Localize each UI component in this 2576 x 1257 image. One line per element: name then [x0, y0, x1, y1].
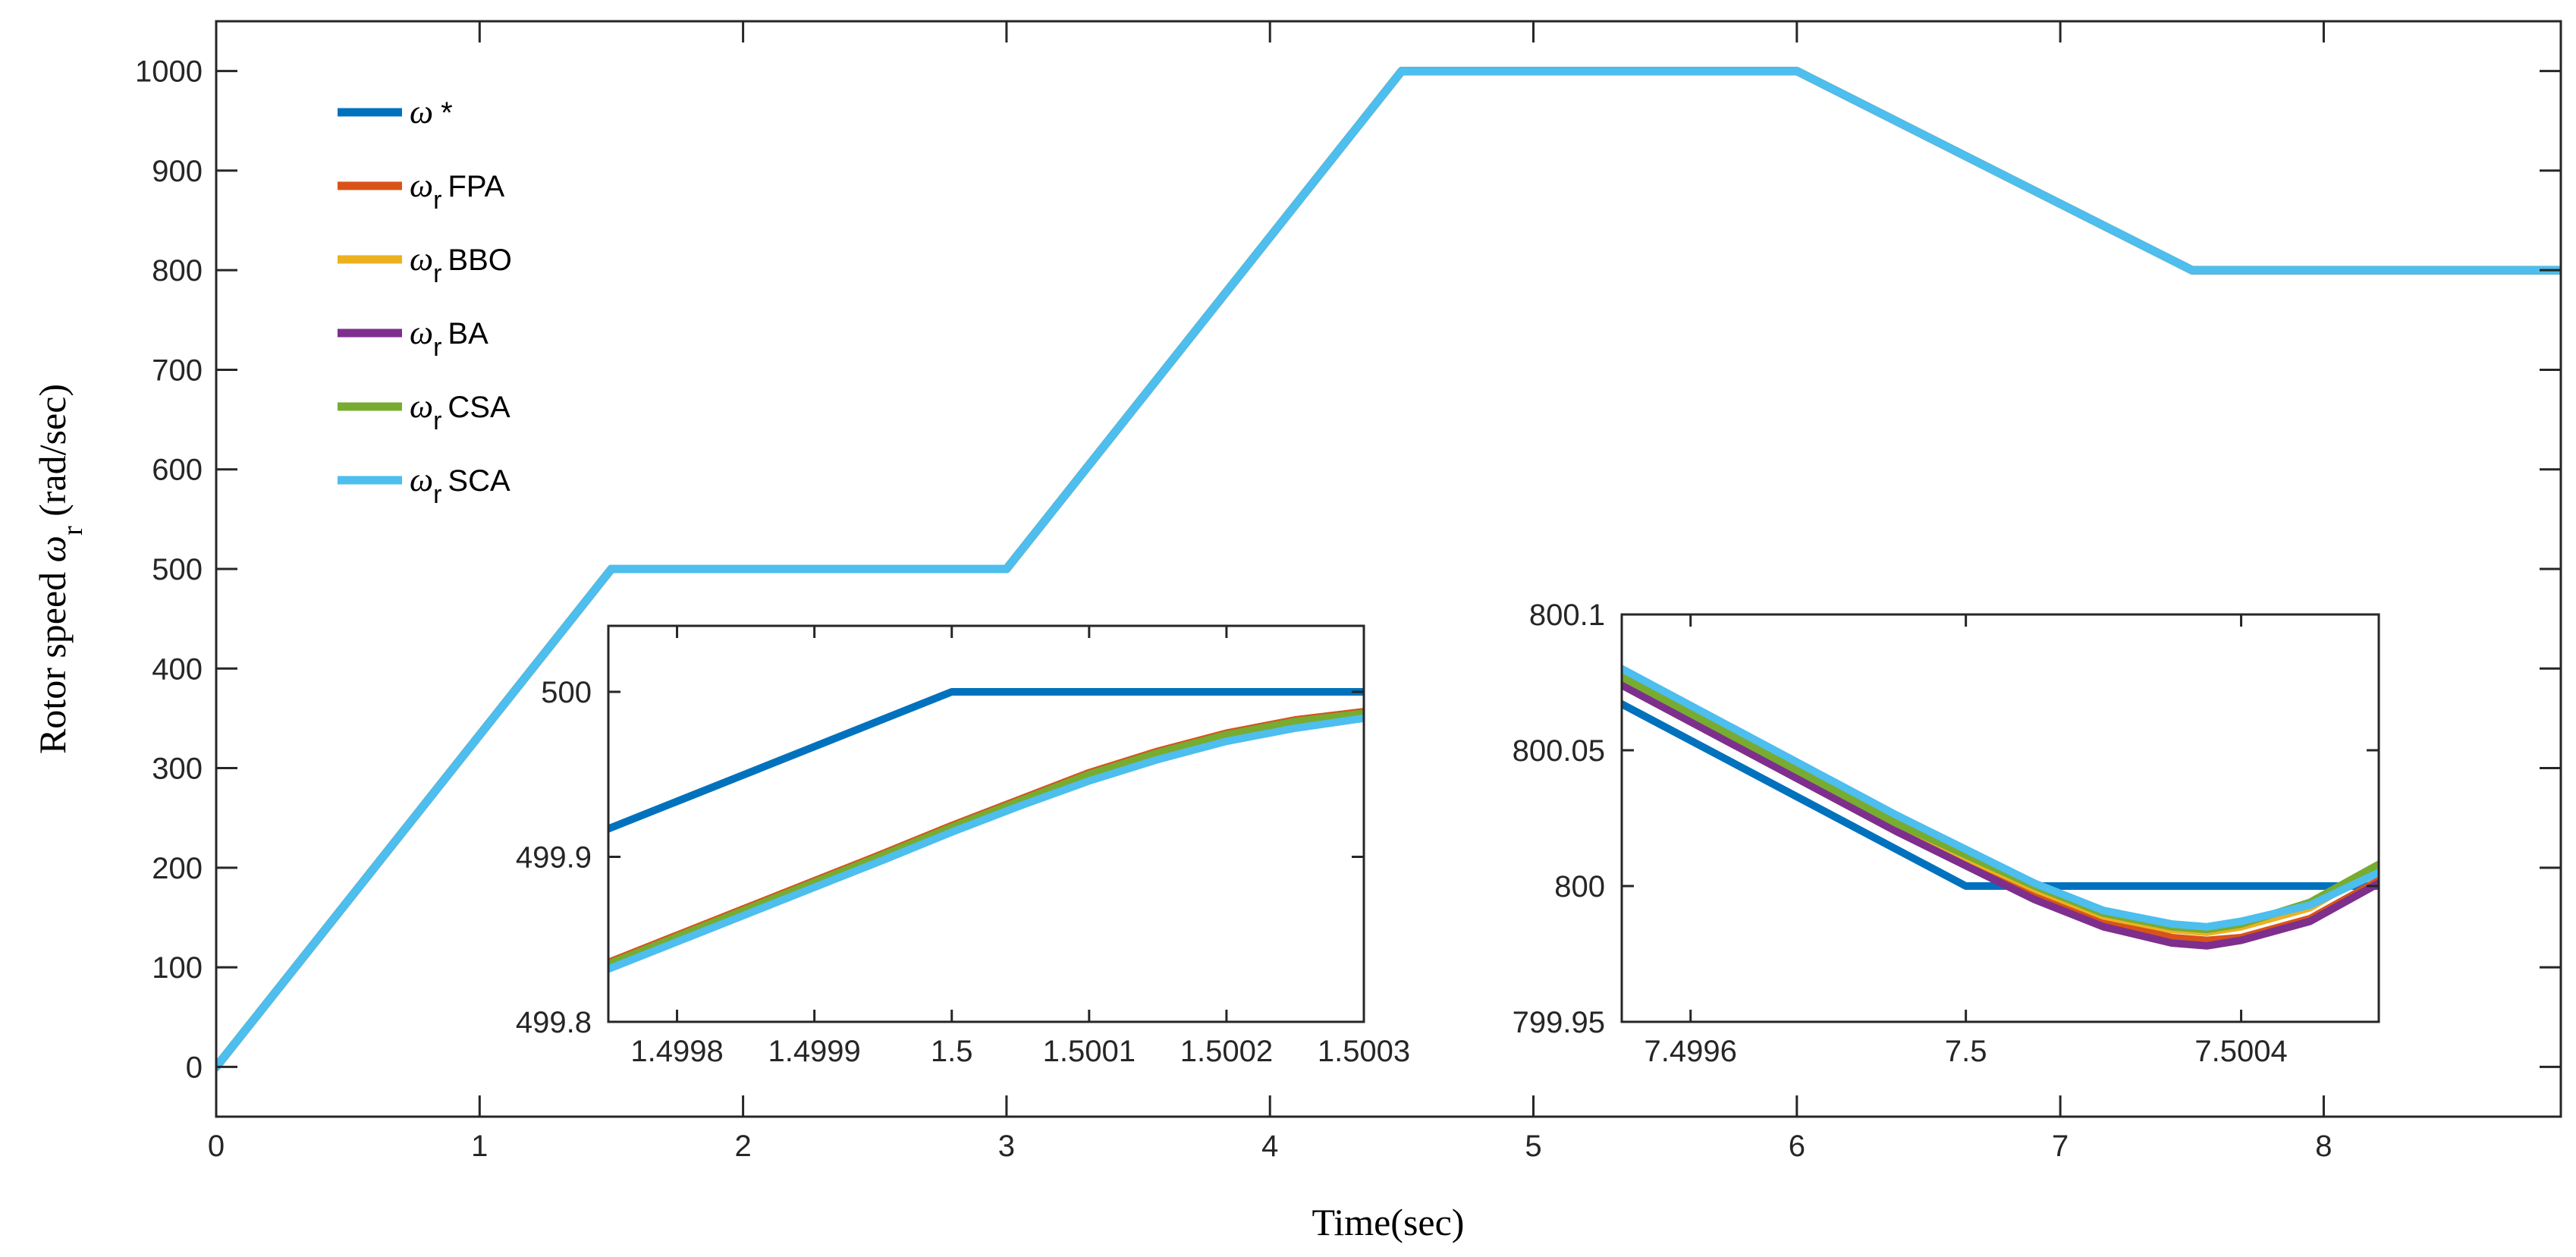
main-x-tick-label: 5: [1525, 1130, 1541, 1163]
inset2-plot-area: [1622, 614, 2379, 1022]
inset1-x-tick-label: 1.5002: [1180, 1035, 1273, 1068]
legend-item: ωr FPA: [338, 167, 505, 215]
inset2-series--line: [1622, 700, 2379, 890]
legend-item: ωr CSA: [338, 388, 510, 435]
main-y-tick-label: 400: [152, 652, 203, 686]
inset-plot-800: 7.4996 7.5 7.5004 799.95 800 800.05 800.1: [1513, 599, 2380, 1068]
main-x-tick-label: 1: [471, 1130, 488, 1163]
inset2-x-tick-label: 7.5: [1945, 1035, 1987, 1068]
main-x-tick-label: 0: [208, 1130, 225, 1163]
inset2-x-tick-label: 7.4996: [1645, 1035, 1737, 1068]
main-x-tick-label: 6: [1789, 1130, 1805, 1163]
inset1-series-rcsa-line: [608, 709, 1364, 968]
main-y-tick-label: 800: [152, 254, 203, 288]
legend-label: ωr BBO: [410, 240, 512, 288]
legend-label: ωr FPA: [410, 167, 505, 215]
inset1-plot-area: [608, 626, 1364, 1022]
inset1-y-tick-label: 499.9: [516, 841, 592, 875]
inset1-axes-frame: [607, 624, 1365, 1023]
main-x-tick-label: 4: [1261, 1130, 1278, 1163]
main-y-tick-label: 0: [186, 1051, 203, 1084]
main-x-tick-label: 8: [2315, 1130, 2332, 1163]
legend-item: ωr BA: [338, 314, 488, 362]
legend: ω * ωr FPA ωr BBO ωr BA ωr CSA ωr SCA: [338, 93, 512, 509]
inset2-series-rba-line: [1622, 681, 2379, 950]
main-y-tick-label: 700: [152, 354, 203, 387]
inset1-x-tick-label: 1.4998: [630, 1035, 723, 1068]
legend-label: ω *: [410, 93, 453, 130]
legend-item: ωr SCA: [338, 461, 510, 509]
legend-label: ωr SCA: [410, 461, 510, 509]
main-x-tick-label: 7: [2052, 1130, 2069, 1163]
inset1-series-rsca-line: [608, 714, 1364, 973]
inset2-y-tick-label: 800.05: [1513, 734, 1605, 768]
inset2-y-tick-label: 800.1: [1529, 599, 1605, 632]
inset-plot-500: 1.4998 1.4999 1.5 1.5001 1.5002 1.5003 499.8 49…: [516, 624, 1410, 1068]
inset1-y-tick-label: 499.8: [516, 1006, 592, 1039]
legend-item: ωr BBO: [338, 240, 512, 288]
inset1-x-tick-label: 1.4999: [768, 1035, 860, 1068]
main-y-tick-label: 300: [152, 753, 203, 786]
axis-labels: Time(sec) Rotor speed ωr (rad/sec): [31, 384, 1464, 1243]
x-axis-label: Time(sec): [1312, 1201, 1465, 1243]
main-y-tick-label: 100: [152, 951, 203, 985]
inset2-axes-frame: [1620, 613, 2380, 1023]
inset2-y-tick-label: 799.95: [1513, 1006, 1605, 1039]
y-axis-label: Rotor speed ωr (rad/sec): [31, 384, 89, 754]
inset1-series--line: [608, 688, 1364, 833]
inset1-x-tick-label: 1.5: [931, 1035, 973, 1068]
main-x-tick-label: 3: [998, 1130, 1015, 1163]
main-y-tick-label: 200: [152, 852, 203, 885]
inset1-x-tick-label: 1.5001: [1043, 1035, 1136, 1068]
inset1-y-tick-label: 500: [541, 676, 592, 709]
inset2-x-tick-label: 7.5004: [2194, 1035, 2287, 1068]
main-y-tick-label: 900: [152, 155, 203, 188]
legend-label: ωr BA: [410, 314, 488, 362]
main-y-tick-label: 500: [152, 553, 203, 586]
main-x-tick-label: 2: [734, 1130, 751, 1163]
legend-label: ωr CSA: [410, 388, 510, 435]
inset2-y-tick-label: 800: [1554, 870, 1605, 903]
main-series-rsca-line: [216, 67, 2561, 1071]
inset1-x-tick-label: 1.5003: [1318, 1035, 1410, 1068]
inset2-series-rsca-line: [1622, 665, 2379, 931]
main-y-tick-label: 1000: [135, 55, 203, 89]
main-y-tick-label: 600: [152, 454, 203, 487]
legend-item: ω *: [338, 93, 453, 130]
